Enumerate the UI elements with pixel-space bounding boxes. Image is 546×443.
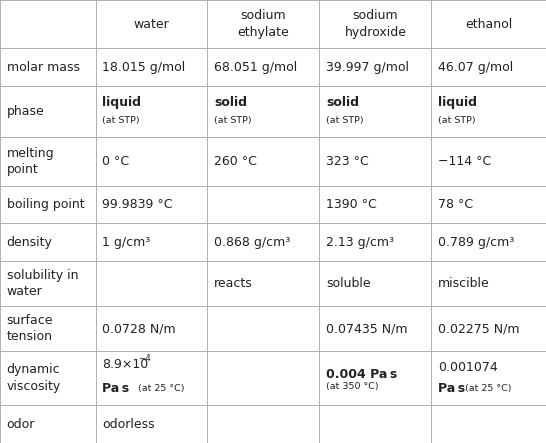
- Text: dynamic
viscosity: dynamic viscosity: [7, 363, 61, 393]
- Text: 1 g/cm³: 1 g/cm³: [102, 236, 150, 249]
- Text: 260 °C: 260 °C: [214, 155, 257, 168]
- Text: density: density: [7, 236, 52, 249]
- Text: sodium
hydroxide: sodium hydroxide: [345, 9, 406, 39]
- Text: 0.004 Pa s: 0.004 Pa s: [326, 369, 397, 381]
- Text: 0 °C: 0 °C: [102, 155, 129, 168]
- Text: 0.07435 N/m: 0.07435 N/m: [326, 322, 407, 335]
- Text: 0.868 g/cm³: 0.868 g/cm³: [214, 236, 290, 249]
- Text: 39.997 g/mol: 39.997 g/mol: [326, 61, 409, 74]
- Text: 78 °C: 78 °C: [438, 198, 473, 211]
- Text: soluble: soluble: [326, 277, 371, 290]
- Text: solid: solid: [326, 96, 359, 109]
- Text: (at 350 °C): (at 350 °C): [326, 382, 378, 391]
- Text: phase: phase: [7, 105, 44, 118]
- Text: solid: solid: [214, 96, 247, 109]
- Text: 2.13 g/cm³: 2.13 g/cm³: [326, 236, 394, 249]
- Text: Pa s: Pa s: [102, 382, 129, 395]
- Text: 18.015 g/mol: 18.015 g/mol: [102, 61, 185, 74]
- Text: (at 25 °C): (at 25 °C): [465, 384, 512, 393]
- Text: 68.051 g/mol: 68.051 g/mol: [214, 61, 297, 74]
- Text: (at 25 °C): (at 25 °C): [138, 384, 184, 393]
- Text: liquid: liquid: [438, 96, 477, 109]
- Text: liquid: liquid: [102, 96, 141, 109]
- Text: sodium
ethylate: sodium ethylate: [238, 9, 289, 39]
- Text: −114 °C: −114 °C: [438, 155, 491, 168]
- Text: 0.789 g/cm³: 0.789 g/cm³: [438, 236, 514, 249]
- Text: 0.001074: 0.001074: [438, 361, 497, 374]
- Text: 0.0728 N/m: 0.0728 N/m: [102, 322, 176, 335]
- Text: 99.9839 °C: 99.9839 °C: [102, 198, 173, 211]
- Text: miscible: miscible: [438, 277, 490, 290]
- Text: (at STP): (at STP): [438, 117, 476, 125]
- Text: (at STP): (at STP): [326, 117, 364, 125]
- Text: (at STP): (at STP): [214, 117, 252, 125]
- Text: surface
tension: surface tension: [7, 314, 53, 343]
- Text: odorless: odorless: [102, 418, 155, 431]
- Text: melting
point: melting point: [7, 147, 54, 176]
- Text: 46.07 g/mol: 46.07 g/mol: [438, 61, 513, 74]
- Text: 1390 °C: 1390 °C: [326, 198, 377, 211]
- Text: ethanol: ethanol: [465, 18, 512, 31]
- Text: −4: −4: [138, 354, 151, 363]
- Text: molar mass: molar mass: [7, 61, 80, 74]
- Text: reacts: reacts: [214, 277, 253, 290]
- Text: boiling point: boiling point: [7, 198, 84, 211]
- Text: solubility in
water: solubility in water: [7, 269, 78, 298]
- Text: (at STP): (at STP): [102, 117, 140, 125]
- Text: 0.02275 N/m: 0.02275 N/m: [438, 322, 519, 335]
- Text: Pa s: Pa s: [438, 382, 465, 395]
- Text: 8.9×10: 8.9×10: [102, 358, 149, 371]
- Text: odor: odor: [7, 418, 35, 431]
- Text: 323 °C: 323 °C: [326, 155, 369, 168]
- Text: water: water: [134, 18, 169, 31]
